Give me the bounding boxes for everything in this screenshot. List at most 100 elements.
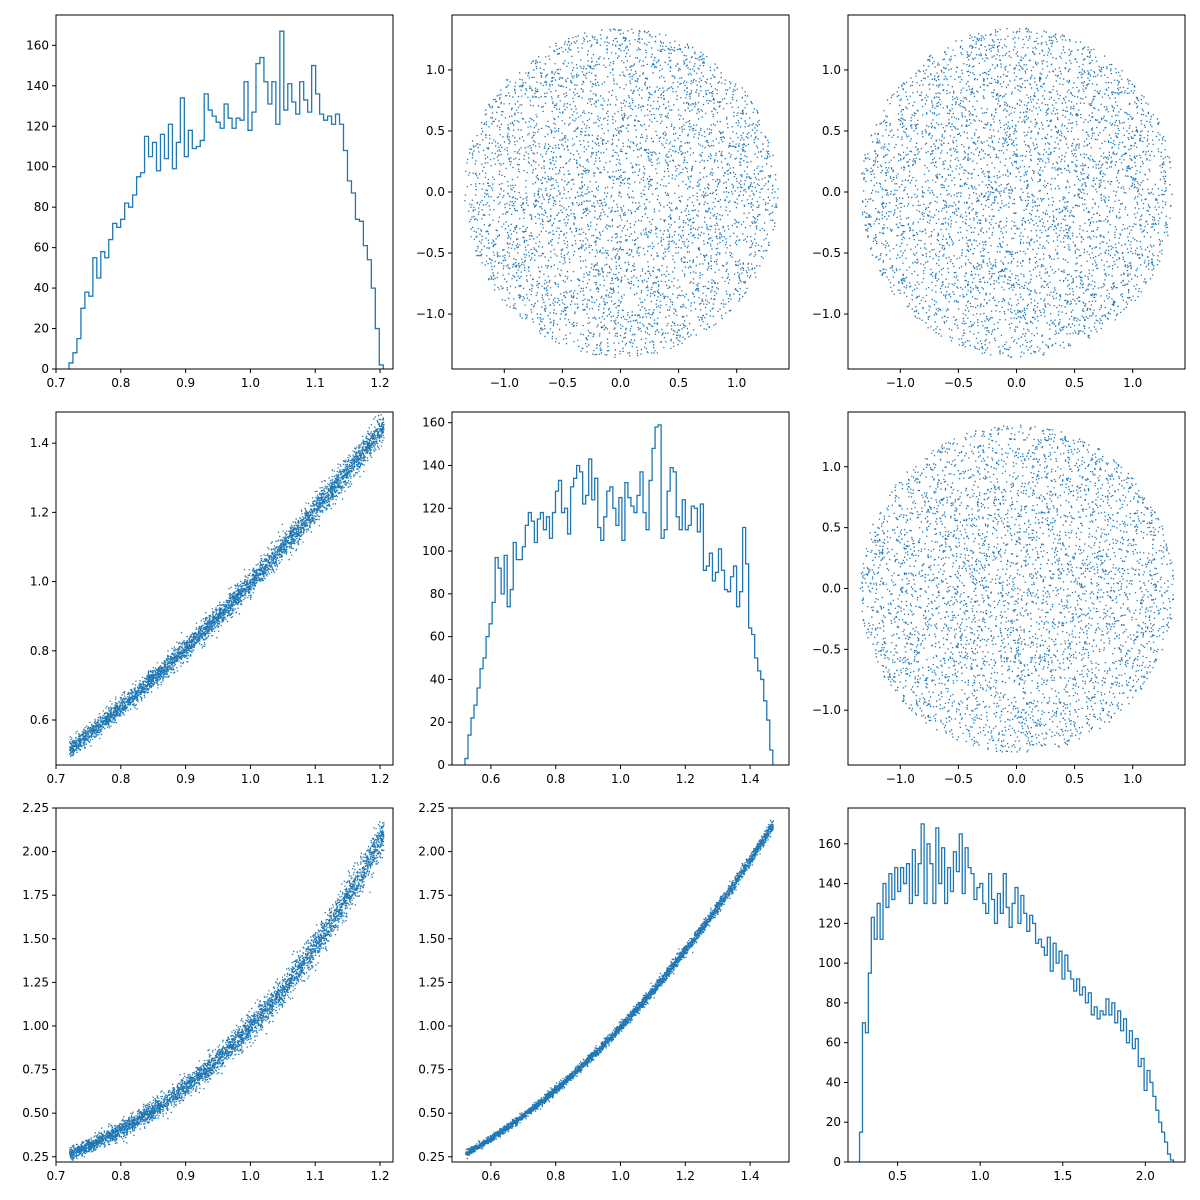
y-tick-label: −0.5 — [812, 246, 841, 260]
x-tick-label: 1.0 — [971, 1169, 990, 1183]
y-tick-label: 0.6 — [30, 713, 49, 727]
y-tick-label: 60 — [34, 241, 49, 255]
y-tick-label: 0.5 — [426, 124, 445, 138]
x-tick-label: 0.8 — [546, 772, 565, 786]
y-tick-label: 1.0 — [30, 575, 49, 589]
plot-marks — [68, 30, 384, 369]
x-tick-label: 0.5 — [888, 1169, 907, 1183]
y-tick-label: 0.75 — [418, 1063, 445, 1077]
panel-row2-col3: −1.0 −0.5 0.0 0.5 1.0 −1.0 −0.5 0.0 0.5 1.0 — [812, 411, 1186, 786]
y-tick-label: 1.00 — [418, 1019, 445, 1033]
x-tick-label: 1.2 — [370, 1169, 389, 1183]
histogram-step-line — [68, 30, 384, 369]
y-tick-label: 1.25 — [22, 975, 49, 989]
y-tick-label: 20 — [826, 1115, 841, 1129]
y-tick-label: 0.25 — [418, 1150, 445, 1164]
x-tick-label: 1.2 — [370, 772, 389, 786]
y-tick-label: 0 — [437, 758, 445, 772]
y-tick-label: 40 — [826, 1075, 841, 1089]
x-tick-label: 0.9 — [176, 376, 195, 390]
y-tick-label: 1.25 — [418, 975, 445, 989]
x-tick-label: 1.0 — [1123, 376, 1142, 390]
x-tick-label: 0.5 — [669, 376, 688, 390]
plot-marks — [69, 414, 385, 758]
scatter-points — [69, 821, 385, 1161]
y-tick-label: 2.00 — [418, 845, 445, 859]
y-tick-label: 160 — [422, 416, 445, 430]
axes-frame — [847, 807, 1186, 1163]
y-tick-label: 0.5 — [822, 124, 841, 138]
axes-frame — [55, 411, 394, 766]
x-tick-label: 1.0 — [727, 376, 746, 390]
plot-marks — [464, 28, 779, 358]
y-tick-label: 1.50 — [418, 932, 445, 946]
histogram-step-line — [464, 424, 774, 765]
y-tick-label: −1.0 — [812, 703, 841, 717]
histogram-step-line — [858, 823, 1175, 1162]
y-tick-label: 60 — [826, 1036, 841, 1050]
y-tick-label: 0.0 — [426, 185, 445, 199]
y-tick-label: 140 — [26, 79, 49, 93]
y-tick-label: 120 — [422, 501, 445, 515]
x-tick-label: 0.9 — [176, 772, 195, 786]
x-tick-label: 1.0 — [241, 772, 260, 786]
y-tick-label: 2.25 — [418, 801, 445, 815]
y-tick-label: 120 — [26, 119, 49, 133]
y-tick-label: 0.8 — [30, 644, 49, 658]
x-tick-label: 0.8 — [111, 376, 130, 390]
plot-marks — [465, 819, 774, 1160]
scatter-points — [861, 27, 1173, 358]
x-tick-label: 1.5 — [1053, 1169, 1072, 1183]
axes-frame — [55, 807, 394, 1163]
plot-marks — [861, 27, 1173, 358]
x-tick-label: 1.2 — [676, 1169, 695, 1183]
x-tick-label: 0.0 — [611, 376, 630, 390]
y-tick-label: 1.4 — [30, 436, 49, 450]
x-tick-label: 1.1 — [306, 1169, 325, 1183]
axes-frame — [55, 14, 394, 370]
x-tick-label: 0.6 — [481, 772, 500, 786]
y-tick-label: 80 — [34, 200, 49, 214]
x-tick-label: 1.1 — [306, 376, 325, 390]
y-tick-label: 140 — [422, 458, 445, 472]
y-tick-label: −1.0 — [812, 307, 841, 321]
y-tick-label: 20 — [34, 322, 49, 336]
y-tick-label: 0.0 — [822, 582, 841, 596]
panel-row1-col3: −1.0 −0.5 0.0 0.5 1.0 −1.0 −0.5 0.0 0.5 1.0 — [812, 14, 1186, 390]
y-tick-label: 20 — [430, 715, 445, 729]
axes-frame — [847, 14, 1186, 370]
y-tick-label: −1.0 — [416, 307, 445, 321]
y-tick-label: 1.75 — [22, 888, 49, 902]
panel-row2-col1: 0.7 0.8 0.9 1.0 1.1 1.2 0.6 0.8 1.0 1.2 1.4 — [30, 411, 394, 786]
axes-frame — [847, 411, 1186, 766]
x-tick-label: 1.0 — [611, 1169, 630, 1183]
panel-row3-col2: 0.6 0.8 1.0 1.2 1.4 0.25 0.50 0.75 1.00 1.25 1.50 1… — [418, 801, 790, 1183]
x-tick-label: 1.4 — [741, 1169, 760, 1183]
y-tick-label: 40 — [430, 672, 445, 686]
x-tick-label: −1.0 — [886, 376, 915, 390]
y-tick-label: 60 — [430, 630, 445, 644]
panel-row1-col1: 0.7 0.8 0.9 1.0 1.1 1.2 0 20 40 60 80 100 120 140 160 — [26, 14, 394, 390]
y-tick-label: 1.75 — [418, 888, 445, 902]
y-tick-label: 140 — [818, 877, 841, 891]
x-tick-label: 0.5 — [1065, 772, 1084, 786]
y-tick-label: 0 — [41, 362, 49, 376]
x-tick-label: 1.0 — [611, 772, 630, 786]
y-tick-label: 0.75 — [22, 1063, 49, 1077]
x-tick-label: 1.2 — [370, 376, 389, 390]
x-tick-label: −0.5 — [944, 376, 973, 390]
x-tick-label: 1.0 — [1123, 772, 1142, 786]
x-tick-label: 2.0 — [1136, 1169, 1155, 1183]
panel-row2-col2: 0.6 0.8 1.0 1.2 1.4 0 20 40 60 80 100 120 140 160 — [422, 411, 790, 786]
y-tick-label: 0.0 — [822, 185, 841, 199]
y-tick-label: 0.50 — [418, 1106, 445, 1120]
panel-row1-col2: −1.0 −0.5 0.0 0.5 1.0 −1.0 −0.5 0.0 0.5 1.0 — [416, 14, 790, 390]
x-tick-label: 0.7 — [46, 376, 65, 390]
y-tick-label: 0.50 — [22, 1106, 49, 1120]
y-tick-label: 100 — [26, 160, 49, 174]
x-tick-label: 0.8 — [546, 1169, 565, 1183]
y-tick-label: 1.50 — [22, 932, 49, 946]
y-tick-label: 40 — [34, 281, 49, 295]
x-tick-label: −1.0 — [886, 772, 915, 786]
scatter-points — [69, 414, 385, 758]
